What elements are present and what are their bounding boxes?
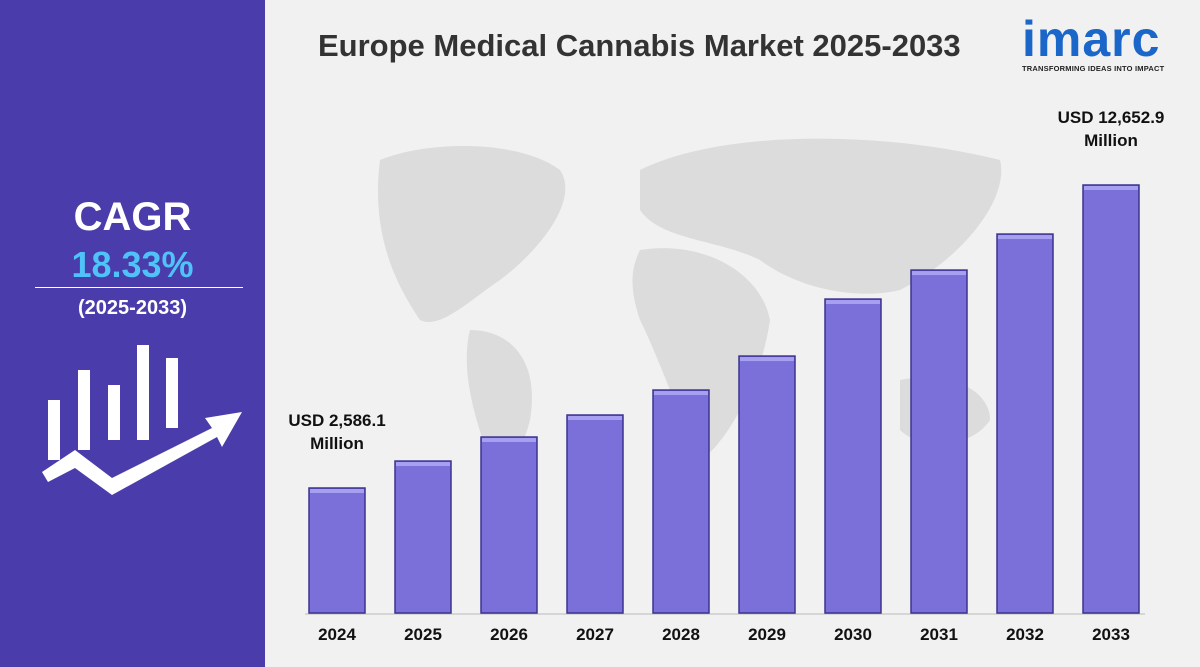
bar-highlight — [482, 438, 536, 443]
value-label: USD 12,652.9 Million — [1057, 108, 1165, 150]
bar — [652, 389, 710, 614]
bar-highlight — [310, 489, 364, 493]
bar-highlight — [912, 271, 966, 276]
x-tick-label: 2025 — [404, 625, 442, 644]
bar — [738, 355, 796, 614]
bar-highlight — [568, 416, 622, 421]
bar — [1082, 184, 1140, 614]
x-tick-label: 2033 — [1092, 625, 1130, 644]
bar-highlight — [826, 300, 880, 305]
bar — [480, 436, 538, 614]
cagr-label: CAGR — [73, 195, 192, 239]
x-tick-label: 2031 — [920, 625, 958, 644]
growth-icon — [42, 345, 242, 495]
bar-highlight — [740, 357, 794, 362]
logo-name: imarc — [1022, 11, 1161, 67]
logo-tagline: TRANSFORMING IDEAS INTO IMPACT — [1022, 64, 1165, 73]
x-tick-label: 2027 — [576, 625, 614, 644]
bar — [308, 487, 366, 614]
chart-title: Europe Medical Cannabis Market 2025-2033 — [318, 28, 961, 63]
divider — [35, 287, 243, 288]
bar — [566, 414, 624, 614]
bar — [824, 298, 882, 614]
x-tick-label: 2028 — [662, 625, 700, 644]
bar-highlight — [998, 235, 1052, 240]
value-label: USD 2,586.1 Million — [288, 411, 386, 453]
bar — [910, 269, 968, 614]
bar — [394, 460, 452, 614]
world-map — [378, 138, 1002, 468]
cagr-value: 18.33% — [71, 244, 194, 285]
bar — [996, 233, 1054, 614]
x-tick-label: 2029 — [748, 625, 786, 644]
bar-highlight — [1084, 186, 1138, 190]
x-tick-label: 2030 — [834, 625, 872, 644]
logo: imarc TRANSFORMING IDEAS INTO IMPACT — [1022, 14, 1187, 73]
bar-highlight — [654, 391, 708, 396]
sidebar: CAGR 18.33% (2025-2033) — [0, 0, 265, 667]
cagr-period: (2025-2033) — [78, 297, 187, 319]
x-tick-label: 2032 — [1006, 625, 1044, 644]
bar-highlight — [396, 462, 450, 467]
x-tick-label: 2024 — [318, 625, 356, 644]
x-tick-label: 2026 — [490, 625, 528, 644]
